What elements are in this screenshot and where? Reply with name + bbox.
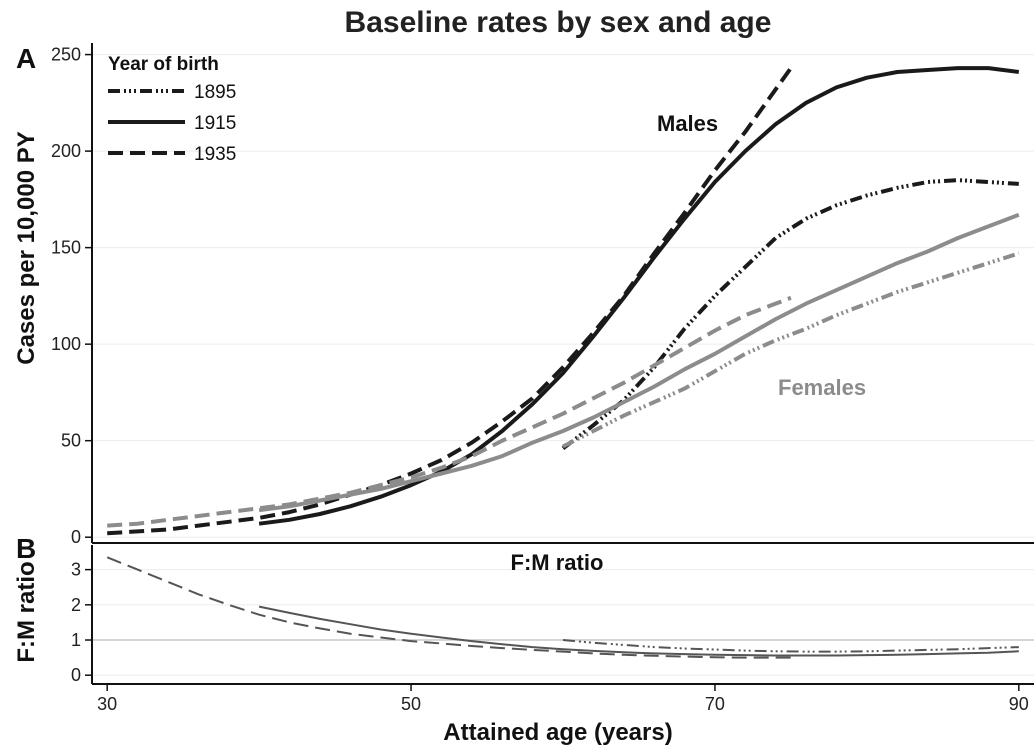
legend: Year of birth 1895 1915 1935 xyxy=(108,54,236,165)
ratio-line-1915 xyxy=(258,605,1019,657)
panel-b-y-axis-label: F:M ratio xyxy=(13,561,40,662)
legend-label-1935: 1935 xyxy=(194,144,236,165)
y-tick-label: 1 xyxy=(71,630,81,650)
y-tick-label: 200 xyxy=(51,141,81,161)
panel-b-y-ticks: 0 1 2 3 xyxy=(71,560,92,685)
legend-label-1915: 1915 xyxy=(194,113,236,134)
y-tick-label: 2 xyxy=(71,595,81,615)
x-tick-label: 90 xyxy=(1009,694,1029,714)
females-annotation: Females xyxy=(778,375,866,400)
series-line-males-1935 xyxy=(107,66,793,536)
series-line-females-1935 xyxy=(107,295,792,528)
ratio-line-1935 xyxy=(106,556,791,659)
legend-title: Year of birth xyxy=(108,54,219,75)
ratio-line-1895 xyxy=(562,639,1019,653)
panel-a-series xyxy=(107,66,1020,536)
series-line-females-1895 xyxy=(562,251,1020,449)
panel-a-label: A xyxy=(16,43,36,74)
y-tick-label: 3 xyxy=(71,560,81,580)
x-axis-label: Attained age (years) xyxy=(443,719,672,746)
panel-a-gridlines xyxy=(92,54,1034,538)
panel-b-label: B xyxy=(16,533,36,564)
y-tick-label: 0 xyxy=(71,527,81,547)
y-tick-label: 250 xyxy=(51,45,81,65)
panel-b-gridlines xyxy=(92,569,1034,676)
panel-a: A 0 50 100 150 200 250 Cases per 10,000 PY Ye… xyxy=(13,43,1034,547)
series-line-females-1915 xyxy=(258,212,1020,513)
panel-b: B 0 1 2 3 30 50 70 90 F:M ratio F:M ratio xyxy=(13,533,1034,714)
y-tick-label: 50 xyxy=(61,431,81,451)
x-tick-label: 70 xyxy=(705,694,725,714)
x-tick-label: 30 xyxy=(97,694,117,714)
legend-label-1895: 1895 xyxy=(194,82,236,103)
panel-b-title: F:M ratio xyxy=(511,550,604,575)
x-tick-label: 50 xyxy=(401,694,421,714)
series-line-males-1895 xyxy=(561,178,1019,450)
males-annotation: Males xyxy=(657,111,718,136)
panel-a-y-axis-label: Cases per 10,000 PY xyxy=(13,131,40,365)
series-line-males-1915 xyxy=(258,66,1020,526)
y-tick-label: 150 xyxy=(51,238,81,258)
x-ticks: 30 50 70 90 xyxy=(97,684,1029,714)
chart-title: Baseline rates by sex and age xyxy=(345,6,772,39)
y-tick-label: 100 xyxy=(51,334,81,354)
panel-a-y-ticks: 0 50 100 150 200 250 xyxy=(51,45,92,547)
panel-b-series xyxy=(106,556,1019,659)
y-tick-label: 0 xyxy=(71,665,81,685)
